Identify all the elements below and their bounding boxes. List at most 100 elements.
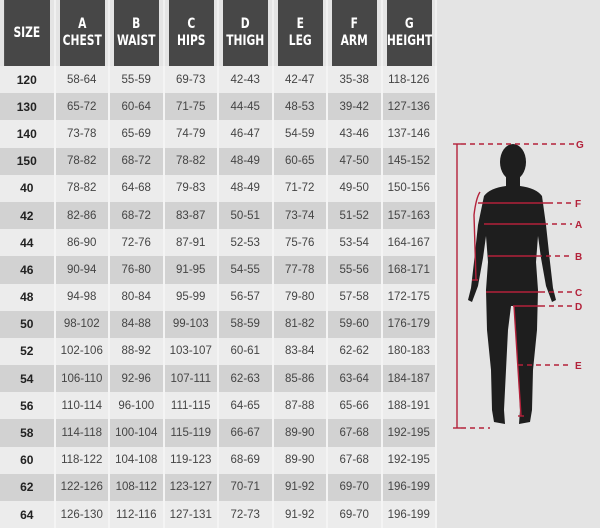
label-c: C <box>575 288 582 299</box>
measurement-cell: 60-65 <box>272 147 328 175</box>
column-letter: G <box>404 16 414 32</box>
measurement-cell: 42-47 <box>272 66 328 94</box>
size-cell: 46 <box>0 256 56 284</box>
measurement-cell: 106-110 <box>54 365 110 393</box>
measurement-lines <box>453 143 574 429</box>
table-row: 48 94-98 80-84 95-99 56-57 79-80 57-58 172-175 <box>0 283 437 311</box>
measurement-cell: 72-73 <box>218 501 274 528</box>
measurement-cell: 48-49 <box>218 147 274 175</box>
size-cell: 120 <box>0 66 56 94</box>
measurement-cell: 73-74 <box>272 201 328 230</box>
column-header-waist: B WAIST <box>113 0 161 66</box>
column-letter: E <box>296 16 304 32</box>
measurement-cell: 98-102 <box>54 310 110 338</box>
measurement-labels: G F A B C D E <box>575 140 584 372</box>
measurement-cell: 196-199 <box>381 473 437 501</box>
measurement-cell: 74-79 <box>163 120 219 148</box>
size-cell: 54 <box>0 365 56 393</box>
measurement-cell: 53-54 <box>327 229 383 257</box>
measurement-cell: 87-91 <box>163 229 219 257</box>
size-cell: 62 <box>0 473 56 501</box>
measurement-cell: 71-75 <box>163 93 219 121</box>
column-letter: B <box>132 16 141 32</box>
column-name: HEIGHT <box>386 33 432 49</box>
measurement-cell: 50-51 <box>218 201 274 230</box>
measurement-cell: 168-171 <box>381 256 437 284</box>
measurement-cell: 49-50 <box>327 174 383 202</box>
measurement-cell: 64-68 <box>109 174 165 202</box>
measurement-cell: 75-76 <box>272 229 328 257</box>
measurement-cell: 84-88 <box>109 310 165 338</box>
column-name: HIPS <box>176 33 206 49</box>
measurement-cell: 172-175 <box>381 283 437 311</box>
measurement-cell: 77-78 <box>272 256 328 284</box>
table-row: 56 110-114 96-100 111-115 64-65 87-88 65-66 188… <box>0 392 437 420</box>
measurement-cell: 115-119 <box>163 419 219 447</box>
label-a: A <box>575 220 582 231</box>
measurement-cell: 79-83 <box>163 174 219 202</box>
column-header-leg: E LEG <box>276 0 324 66</box>
measurement-cell: 88-92 <box>109 337 165 366</box>
size-cell: 140 <box>0 120 56 148</box>
measurement-cell: 62-63 <box>218 365 274 393</box>
size-cell: 42 <box>0 201 56 230</box>
column-header-thigh: D THIGH <box>222 0 270 66</box>
measurement-cell: 71-72 <box>272 174 328 202</box>
measurement-cell: 47-50 <box>327 147 383 175</box>
measurement-cell: 81-82 <box>272 310 328 338</box>
table-row: 64 126-130 112-116 127-131 72-73 91-92 69-70 19… <box>0 501 437 528</box>
measurement-cell: 96-100 <box>109 392 165 420</box>
measurement-cell: 54-59 <box>272 120 328 148</box>
measurement-cell: 89-90 <box>272 446 328 474</box>
measurement-cell: 42-43 <box>218 66 274 94</box>
measurement-cell: 65-72 <box>54 93 110 121</box>
measurement-cell: 62-62 <box>327 337 383 366</box>
table-row: 40 78-82 64-68 79-83 48-49 71-72 49-50 150-156 <box>0 174 437 202</box>
body-silhouette <box>468 144 556 424</box>
arm-line <box>473 191 481 281</box>
measurement-cell: 46-47 <box>218 120 274 148</box>
leg-line <box>513 305 522 417</box>
measurement-cell: 192-195 <box>381 446 437 474</box>
measurement-cell: 123-127 <box>163 473 219 501</box>
measurement-cell: 69-70 <box>327 501 383 528</box>
measurement-cell: 102-106 <box>54 337 110 366</box>
measurement-cell: 99-103 <box>163 310 219 338</box>
measurement-cell: 176-179 <box>381 310 437 338</box>
measurement-cell: 122-126 <box>54 473 110 501</box>
measurement-cell: 73-78 <box>54 120 110 148</box>
measurement-cell: 55-59 <box>109 66 165 94</box>
label-g: G <box>576 140 584 151</box>
measurement-cell: 48-49 <box>218 174 274 202</box>
column-name: WAIST <box>116 33 156 49</box>
measurement-cell: 90-94 <box>54 256 110 284</box>
measurement-cell: 72-76 <box>109 229 165 257</box>
measurement-cell: 54-55 <box>218 256 274 284</box>
measurement-cell: 180-183 <box>381 337 437 366</box>
measurement-cell: 69-70 <box>327 473 383 501</box>
table-row: 46 90-94 76-80 91-95 54-55 77-78 55-56 168-171 <box>0 256 437 284</box>
table-row: 50 98-102 84-88 99-103 58-59 81-82 59-60 176-17… <box>0 310 437 338</box>
measurement-cell: 65-66 <box>327 392 383 420</box>
table-row: 140 73-78 65-69 74-79 46-47 54-59 43-46 137-146 <box>0 120 437 148</box>
measurement-cell: 69-73 <box>163 66 219 94</box>
measurement-cell: 78-82 <box>163 147 219 175</box>
measurement-cell: 55-56 <box>327 256 383 284</box>
measurement-cell: 60-64 <box>109 93 165 121</box>
measurement-cell: 100-104 <box>109 419 165 447</box>
measurement-cell: 118-122 <box>54 446 110 474</box>
measurement-cell: 110-114 <box>54 392 110 420</box>
measurement-cell: 111-115 <box>163 392 219 420</box>
table-row: 42 82-86 68-72 83-87 50-51 73-74 51-52 157-163 <box>0 201 437 230</box>
size-cell: 50 <box>0 310 56 338</box>
measurement-cell: 63-64 <box>327 365 383 393</box>
table-row: 150 78-82 68-72 78-82 48-49 60-65 47-50 145-152 <box>0 147 437 175</box>
measurement-cell: 89-90 <box>272 419 328 447</box>
size-cell: 52 <box>0 337 56 366</box>
measurement-cell: 157-163 <box>381 201 437 230</box>
measurement-cell: 51-52 <box>327 201 383 230</box>
size-cell: 44 <box>0 229 56 257</box>
column-header-hips: C HIPS <box>167 0 215 66</box>
column-letter: A <box>77 16 86 32</box>
measurement-cell: 66-67 <box>218 419 274 447</box>
